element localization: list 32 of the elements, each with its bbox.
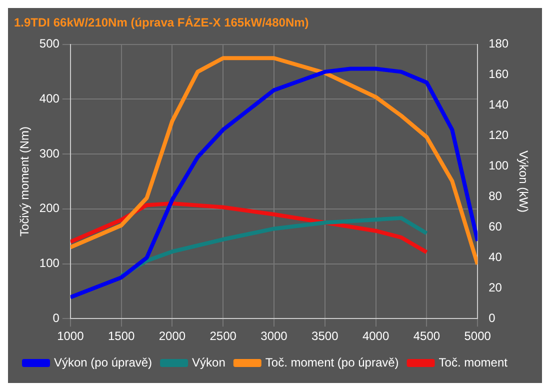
y2-tick-label: 80 [488,189,502,204]
y2-tick-label: 20 [488,280,502,294]
x-tick-label: 3500 [312,329,339,344]
legend-label: Výkon [192,355,226,370]
y-tick-label: 100 [39,256,60,270]
y2-tick-label: 60 [488,220,502,234]
y-tick-label: 400 [39,92,60,106]
y-tick-label: 0 [52,310,60,325]
x-tick-label: 4000 [362,329,390,344]
y2-tick-label: 40 [488,250,502,264]
x-tick-label: 3000 [260,329,288,344]
y-tick-label: 200 [39,201,60,216]
x-tick-label: 5000 [464,329,492,344]
legend-label: Výkon (po úpravě) [54,355,152,370]
chart-title: 1.9TDI 66kW/210Nm (úprava FÁZE-X 165kW/480Nm) [14,16,309,30]
y2-tick-label: 120 [488,128,509,142]
legend-label: Toč. moment [438,355,508,370]
y2-tick-label: 140 [488,98,509,112]
x-tick-label: 1000 [57,329,84,344]
y2-tick-label: 0 [488,310,496,325]
x-tick-label: 1500 [108,329,135,344]
y2-tick-label: 160 [488,67,509,82]
y-tick-label: 500 [39,36,60,51]
x-tick-label: 2000 [158,329,186,344]
y-axis-title: Točivý moment (Nm) [18,126,32,237]
y2-tick-label: 100 [488,158,509,173]
y2-tick-label: 180 [488,36,509,51]
legend-label: Toč. moment (po úpravě) [265,355,399,370]
y-tick-label: 300 [39,146,60,160]
x-tick-label: 2500 [210,329,237,344]
x-tick-label: 4500 [413,329,440,344]
y2-axis-title: Výkon (kW) [516,150,530,213]
